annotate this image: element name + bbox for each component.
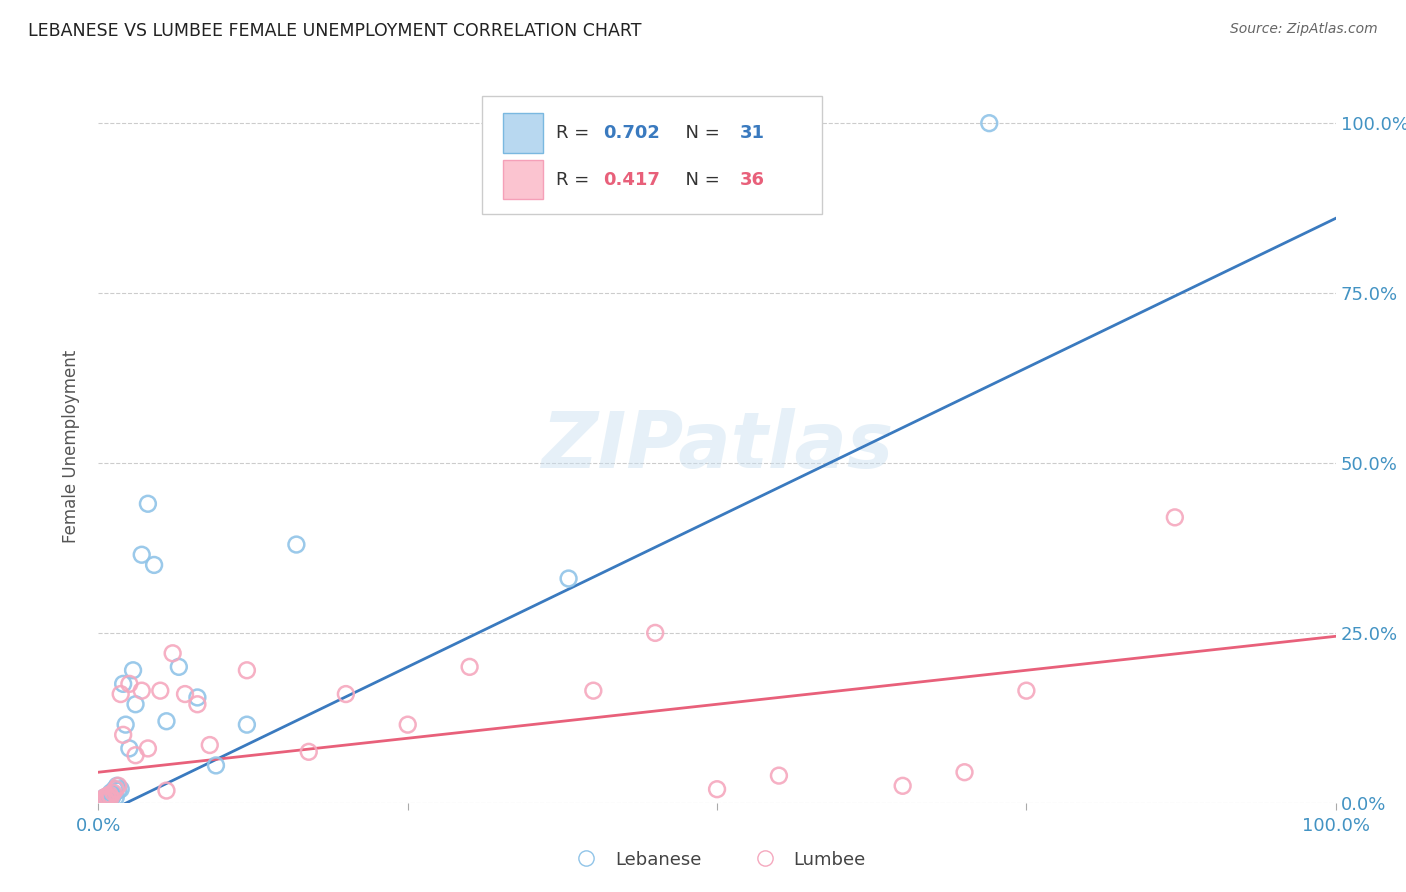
Text: 31: 31 bbox=[740, 124, 765, 142]
Point bbox=[149, 683, 172, 698]
Text: 0.702: 0.702 bbox=[603, 124, 659, 142]
Point bbox=[100, 790, 122, 805]
Point bbox=[103, 786, 125, 800]
Point bbox=[118, 677, 141, 691]
Point bbox=[285, 537, 308, 551]
Point bbox=[458, 660, 481, 674]
Text: 36: 36 bbox=[740, 170, 765, 188]
Point bbox=[98, 792, 121, 806]
Point bbox=[768, 769, 790, 783]
Point bbox=[93, 794, 115, 808]
Point bbox=[91, 792, 114, 806]
Point bbox=[93, 794, 115, 808]
Text: Source: ZipAtlas.com: Source: ZipAtlas.com bbox=[1230, 22, 1378, 37]
Point bbox=[94, 793, 117, 807]
Point bbox=[205, 758, 228, 772]
Point bbox=[335, 687, 357, 701]
Point bbox=[107, 783, 129, 797]
Point bbox=[155, 714, 177, 729]
Point bbox=[94, 793, 117, 807]
Point bbox=[582, 683, 605, 698]
FancyBboxPatch shape bbox=[503, 160, 543, 199]
FancyBboxPatch shape bbox=[482, 96, 823, 214]
Point bbox=[186, 698, 208, 712]
Point bbox=[118, 741, 141, 756]
Point bbox=[110, 782, 132, 797]
Point bbox=[104, 790, 127, 805]
Point bbox=[93, 790, 115, 805]
Point bbox=[96, 791, 118, 805]
Point bbox=[136, 741, 159, 756]
Text: ZIPatlas: ZIPatlas bbox=[541, 408, 893, 484]
Point bbox=[953, 765, 976, 780]
Point bbox=[97, 789, 120, 803]
Point bbox=[979, 116, 1001, 130]
Point bbox=[236, 717, 259, 731]
Point bbox=[1164, 510, 1187, 524]
Point bbox=[124, 698, 146, 712]
Point bbox=[107, 779, 129, 793]
Point bbox=[174, 687, 197, 701]
Text: N =: N = bbox=[673, 170, 725, 188]
Point bbox=[112, 728, 135, 742]
Point bbox=[112, 677, 135, 691]
Y-axis label: Female Unemployment: Female Unemployment bbox=[62, 350, 80, 542]
Point bbox=[167, 660, 190, 674]
Point bbox=[105, 779, 128, 793]
Point bbox=[110, 687, 132, 701]
Point bbox=[396, 717, 419, 731]
Point bbox=[236, 663, 259, 677]
Point bbox=[103, 782, 125, 797]
Point bbox=[557, 572, 579, 586]
Point bbox=[131, 548, 153, 562]
Point bbox=[706, 782, 728, 797]
Text: LEBANESE VS LUMBEE FEMALE UNEMPLOYMENT CORRELATION CHART: LEBANESE VS LUMBEE FEMALE UNEMPLOYMENT C… bbox=[28, 22, 641, 40]
Point bbox=[100, 786, 122, 800]
Point bbox=[143, 558, 166, 572]
Point bbox=[96, 789, 118, 803]
Point bbox=[155, 783, 177, 797]
Point bbox=[186, 690, 208, 705]
Text: R =: R = bbox=[557, 124, 595, 142]
Text: 0.417: 0.417 bbox=[603, 170, 659, 188]
Point bbox=[644, 626, 666, 640]
Point bbox=[101, 790, 124, 805]
Point bbox=[122, 663, 145, 677]
Point bbox=[198, 738, 221, 752]
Point bbox=[114, 717, 136, 731]
Point bbox=[124, 748, 146, 763]
Point bbox=[1015, 683, 1038, 698]
Point bbox=[97, 791, 120, 805]
Point bbox=[136, 497, 159, 511]
Point bbox=[131, 683, 153, 698]
Point bbox=[98, 788, 121, 802]
Point bbox=[93, 790, 115, 805]
Text: R =: R = bbox=[557, 170, 595, 188]
Point bbox=[162, 646, 184, 660]
Point bbox=[298, 745, 321, 759]
Point bbox=[103, 788, 125, 802]
FancyBboxPatch shape bbox=[503, 113, 543, 153]
Point bbox=[891, 779, 914, 793]
Point bbox=[104, 782, 127, 797]
Text: N =: N = bbox=[673, 124, 725, 142]
Point bbox=[91, 792, 114, 806]
Legend: Lebanese, Lumbee: Lebanese, Lumbee bbox=[561, 844, 873, 876]
